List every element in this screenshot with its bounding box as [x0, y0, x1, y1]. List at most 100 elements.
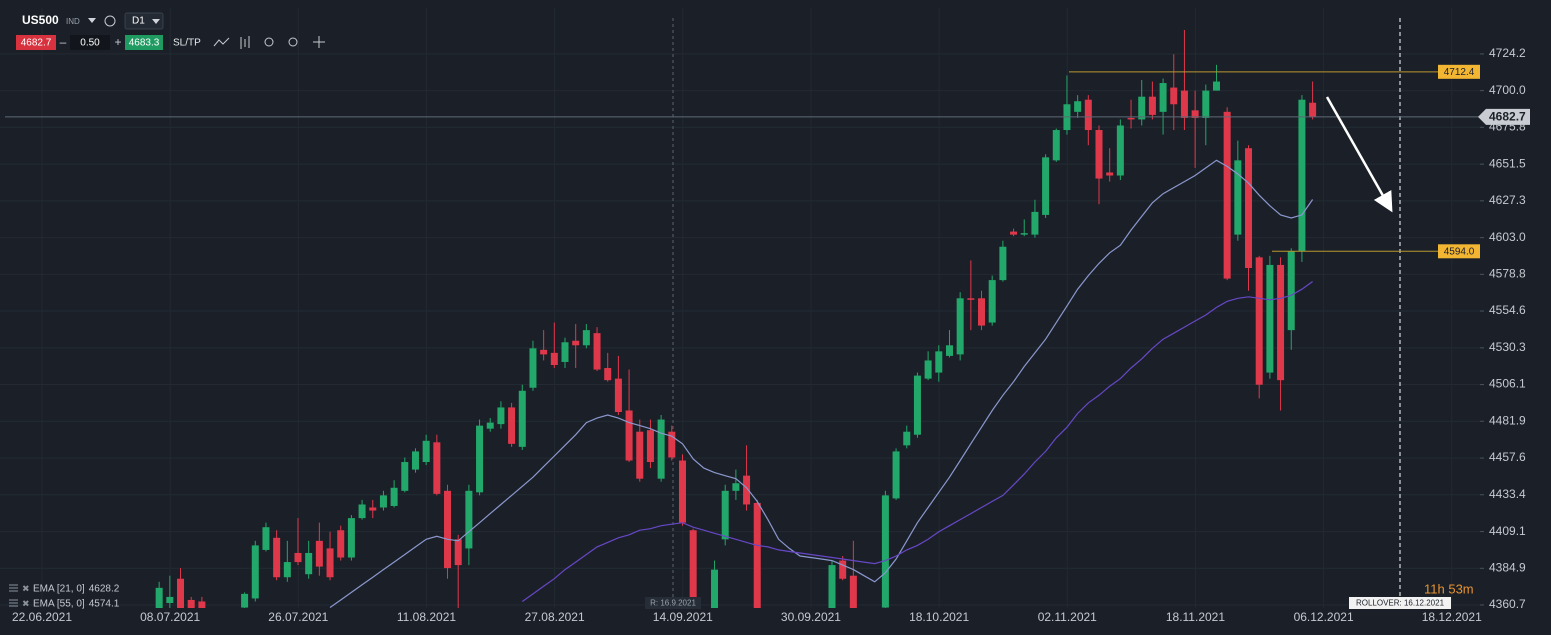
y-tick-label: 4360.7 — [1489, 597, 1526, 611]
legend-name: EMA [21, 0] — [33, 584, 85, 595]
candle-body — [1148, 96, 1156, 115]
candle-body — [721, 490, 729, 540]
y-tick-label: 4578.8 — [1489, 267, 1526, 281]
candle-body — [881, 495, 889, 608]
x-tick-label: 27.08.2021 — [525, 610, 585, 624]
candle-body — [251, 545, 259, 599]
level-label-box — [1438, 244, 1480, 259]
candle-body — [401, 462, 409, 491]
candle-body — [1106, 172, 1114, 176]
candle-body — [1212, 81, 1220, 91]
candle-body — [892, 451, 900, 499]
candle-body — [657, 419, 665, 479]
candle-body — [1010, 231, 1018, 235]
symbol-dropdown[interactable] — [88, 18, 96, 23]
candle-body — [903, 431, 911, 446]
candle-body — [924, 360, 932, 379]
zoom-in-icon[interactable] — [288, 37, 298, 47]
timeframe-box[interactable] — [124, 12, 164, 30]
legend-close[interactable]: ✖ — [22, 598, 30, 608]
candle-body — [1223, 111, 1231, 279]
symbol[interactable]: US500 — [22, 13, 59, 27]
move-icon[interactable] — [313, 36, 325, 48]
info-icon[interactable] — [104, 15, 116, 27]
candle-body — [561, 342, 569, 362]
legend-icon[interactable] — [9, 584, 18, 592]
candle-body — [711, 569, 719, 608]
candle-body — [518, 390, 526, 447]
legend-icon[interactable] — [9, 599, 18, 607]
candle-body — [1191, 110, 1199, 118]
candle-body — [913, 375, 921, 435]
price-label-box — [1478, 108, 1530, 125]
candle-body — [433, 442, 441, 494]
candle-icon[interactable] — [240, 36, 250, 49]
x-tick-label: 18.11.2021 — [1166, 610, 1225, 624]
level-label-box — [1438, 64, 1480, 79]
price-label: 4682.7 — [1489, 110, 1526, 124]
level-label: 4712.4 — [1444, 67, 1475, 78]
line-icon[interactable] — [213, 37, 230, 47]
sell-box[interactable] — [16, 35, 56, 50]
sell-price[interactable]: 4682.7 — [21, 38, 52, 49]
y-tick-label: 4651.5 — [1489, 156, 1526, 170]
minus[interactable]: – — [60, 35, 67, 49]
legend-value: 4574.1 — [89, 599, 120, 610]
candle-body — [177, 578, 185, 608]
candle-body — [347, 518, 355, 558]
legend-value: 4628.2 — [89, 584, 120, 595]
zoom-out-icon[interactable] — [264, 37, 274, 47]
volume-box[interactable] — [70, 35, 110, 50]
y-tick-label: 4481.9 — [1489, 413, 1526, 427]
x-tick-label: 14.09.2021 — [653, 610, 713, 624]
timeframe-dropdown[interactable] — [152, 19, 160, 24]
plot-area — [155, 18, 1317, 608]
sltp[interactable]: SL/TP — [173, 38, 201, 49]
cursor-label: R: 16.9.2021 — [650, 599, 696, 608]
buy-price[interactable]: 4683.3 — [129, 38, 160, 49]
candle-body — [444, 490, 452, 569]
candle-body — [1074, 101, 1082, 112]
y-tick-label: 4530.3 — [1489, 340, 1526, 354]
candle-body — [1020, 233, 1028, 235]
cursor-label-box — [645, 597, 701, 609]
candle-body — [1266, 264, 1274, 373]
x-tick-label: 30.09.2021 — [781, 610, 841, 624]
candle-body — [593, 333, 601, 370]
candle-body — [508, 407, 516, 444]
timeframe[interactable]: D1 — [132, 16, 145, 27]
candle-body — [1138, 96, 1146, 120]
countdown: 11h 53m — [1424, 581, 1474, 596]
y-tick-label: 4554.6 — [1489, 303, 1526, 317]
volume[interactable]: 0.50 — [80, 38, 100, 49]
buy-box[interactable] — [125, 35, 163, 50]
candle-body — [1095, 130, 1103, 179]
market: IND — [66, 17, 80, 26]
candle-body — [1298, 99, 1306, 252]
candle-body — [337, 530, 345, 558]
ema-line — [521, 281, 1313, 602]
candle-body — [1234, 160, 1242, 235]
plus[interactable]: + — [114, 35, 121, 49]
legend: ✖ EMA [21, 0] ✖ EMA [55, 0] 4628.2 4574.1 — [9, 583, 120, 610]
candle-body — [1159, 83, 1167, 112]
x-tick-label: 02.11.2021 — [1038, 610, 1097, 624]
candle-body — [1052, 130, 1060, 161]
candle-body — [155, 587, 163, 608]
candle-body — [486, 422, 494, 429]
candle-body — [1309, 102, 1317, 117]
candle-body — [753, 502, 761, 608]
y-tick-label: 4506.1 — [1489, 377, 1526, 391]
candle-body — [582, 330, 590, 346]
candle-body — [828, 565, 836, 608]
candle-body — [294, 552, 302, 563]
candle-body — [315, 540, 323, 567]
candle-body — [956, 298, 964, 355]
y-tick-label: 4700.0 — [1489, 83, 1526, 97]
candle-body — [689, 530, 697, 608]
candle-body — [625, 410, 633, 461]
arrow — [1325, 96, 1393, 213]
legend-close[interactable]: ✖ — [22, 583, 30, 593]
